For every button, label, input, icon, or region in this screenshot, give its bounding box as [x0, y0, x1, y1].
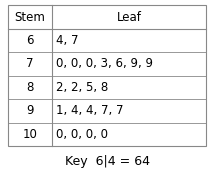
Text: Leaf: Leaf: [116, 11, 141, 23]
Text: 0, 0, 0, 3, 6, 9, 9: 0, 0, 0, 3, 6, 9, 9: [56, 57, 153, 70]
Text: 4, 7: 4, 7: [56, 34, 79, 47]
Text: Stem: Stem: [15, 11, 46, 23]
Text: 9: 9: [26, 104, 34, 117]
Text: 6: 6: [26, 34, 34, 47]
Text: 7: 7: [26, 57, 34, 70]
Text: 0, 0, 0, 0: 0, 0, 0, 0: [56, 128, 108, 141]
Text: 1, 4, 4, 7, 7: 1, 4, 4, 7, 7: [56, 104, 123, 117]
Text: 2, 2, 5, 8: 2, 2, 5, 8: [56, 81, 108, 94]
Text: 8: 8: [26, 81, 34, 94]
Text: 10: 10: [23, 128, 38, 141]
Text: Key  6|4 = 64: Key 6|4 = 64: [65, 155, 150, 169]
Bar: [8, 5, 206, 146]
